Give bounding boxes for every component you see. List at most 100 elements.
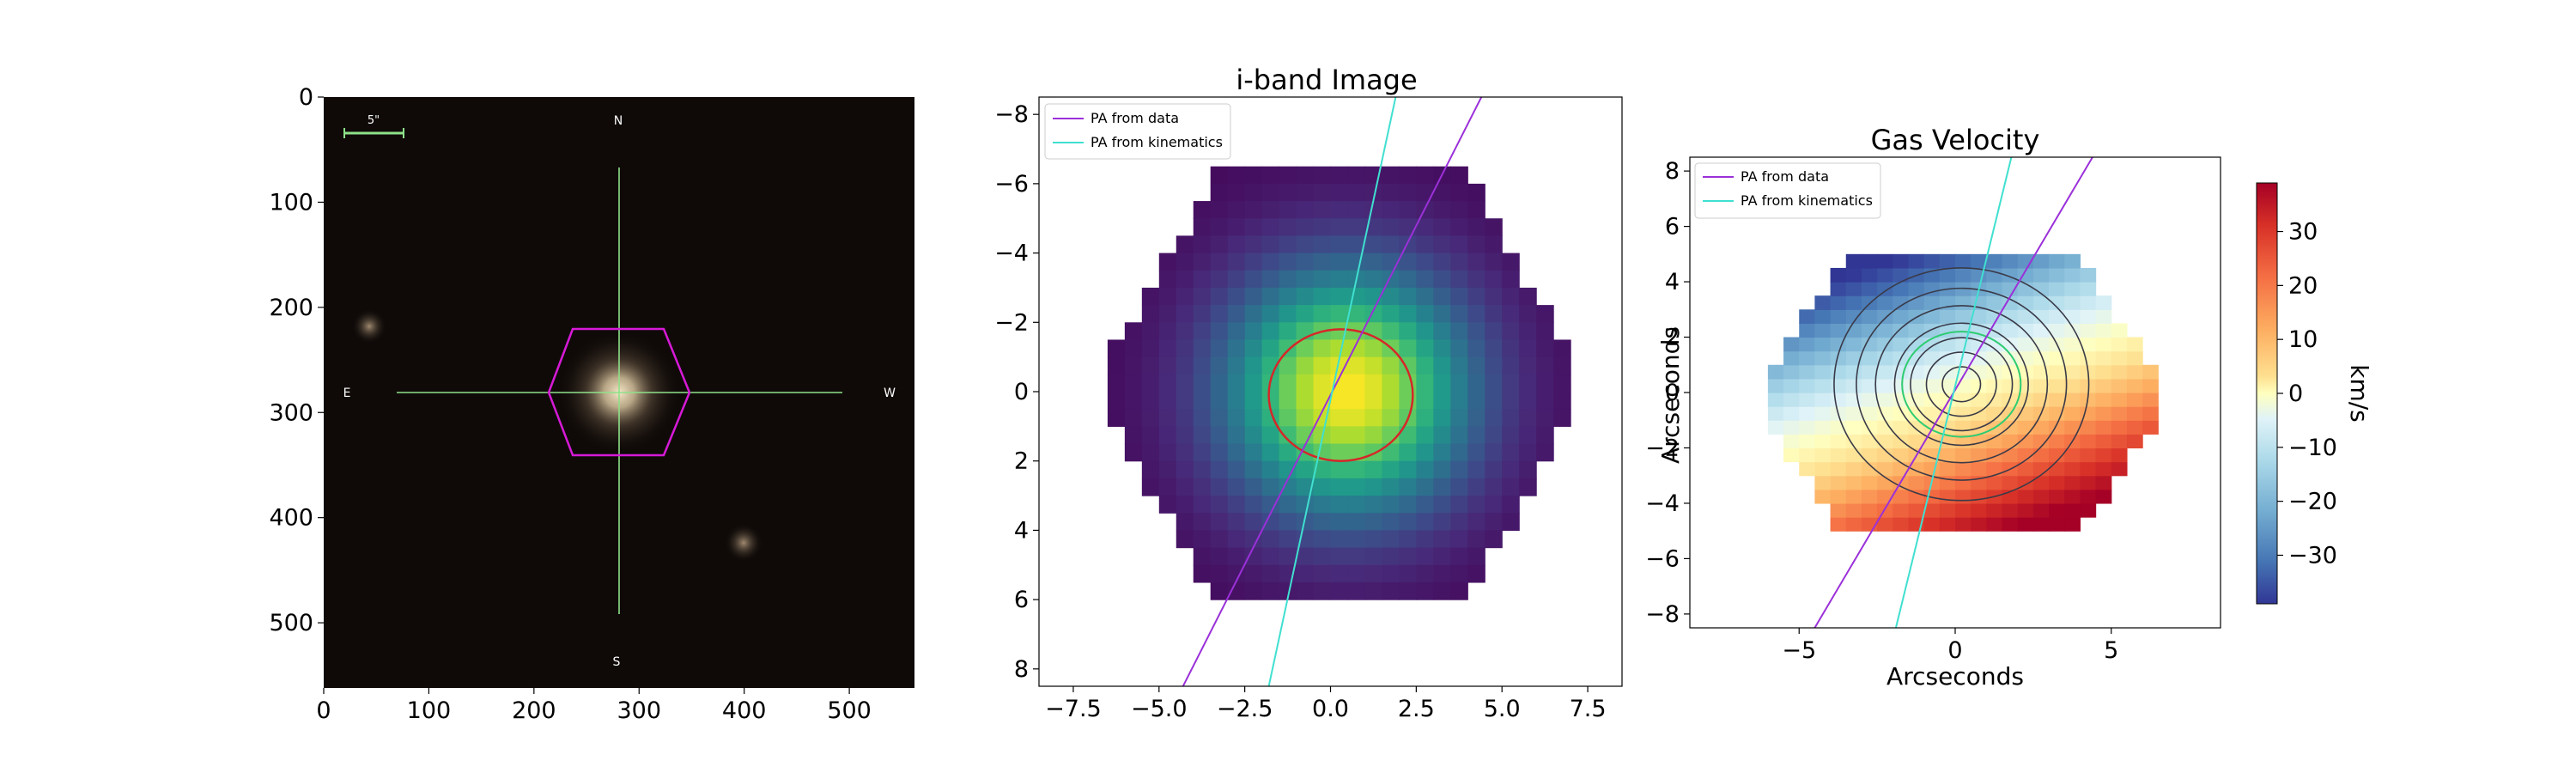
gasvel-pixel [2017, 323, 2034, 338]
iband-pixel [1193, 287, 1212, 306]
iband-pixel [1467, 356, 1485, 375]
iband-pixel [1141, 443, 1160, 462]
iband-pixel [1296, 287, 1315, 306]
iband-pixel [1193, 496, 1212, 514]
gasvel-pixel [1971, 364, 1987, 380]
y-tick-label: 400 [269, 505, 313, 532]
sdss-axes: 0 100 200 300 400 500 0 100 200 300 400 500 [269, 84, 871, 724]
iband-pixel [1227, 218, 1246, 237]
gasvel-pixel [2017, 309, 2034, 325]
gasvel-pixel [1799, 309, 1816, 325]
gasvel-pixel [1877, 253, 1893, 269]
iband-pixel [1227, 253, 1246, 271]
iband-pixel [1261, 443, 1280, 462]
iband-pixel [1330, 201, 1349, 219]
gasvel-pixel [2064, 447, 2081, 463]
gasvel-title: Gas Velocity [1871, 124, 2040, 156]
iband-pixel [1450, 270, 1468, 289]
iband-pixel [1485, 374, 1503, 393]
iband-pixel [1158, 443, 1177, 462]
iband-pixel [1330, 564, 1349, 583]
gasvel-pixel [1845, 378, 1862, 393]
iband-pixel [1261, 547, 1280, 566]
iband-pixel [1450, 478, 1468, 496]
iband-pixel [1536, 426, 1554, 445]
iband-pixel [1485, 322, 1503, 341]
iband-pixel [1210, 530, 1229, 549]
gasvel-pixel [1799, 393, 1816, 407]
gasvel-pixel [2111, 364, 2128, 380]
compass-south: S [613, 655, 621, 669]
gasvel-pixel [1783, 447, 1800, 463]
iband-pixel [1519, 374, 1537, 393]
gasvel-pixel [2032, 323, 2050, 338]
gasvel-pixel [1877, 378, 1893, 393]
gasvel-pixel [2064, 420, 2081, 435]
iband-pixel [1502, 513, 1520, 532]
gasvel-pixel [2049, 267, 2065, 283]
gasvel-pixel [2126, 337, 2143, 352]
iband-pixel [1536, 339, 1554, 358]
iband-pixel [1364, 270, 1383, 289]
gasvel-pixel [1893, 393, 1910, 407]
gasvel-pixel [1939, 461, 1956, 477]
y-tick-label: 0 [1014, 379, 1029, 405]
iband-pixel [1416, 564, 1434, 583]
iband-pixel [1502, 305, 1520, 323]
y-tick-label: 6 [1014, 587, 1029, 613]
iband-pixel [1416, 183, 1434, 202]
iband-pixel [1210, 496, 1229, 514]
gasvel-pixel [1908, 378, 1925, 393]
gasvel-pixel [1923, 378, 1941, 393]
iband-pixel [1279, 253, 1297, 271]
iband-pixel [1176, 496, 1194, 514]
gasvel-pixel [2142, 364, 2159, 380]
colorbar-tick-label: 30 [2288, 219, 2318, 246]
iband-pixel [1244, 201, 1263, 219]
gasvel-pixel [1845, 475, 1862, 490]
iband-pixel [1467, 392, 1485, 410]
iband-pixel [1176, 339, 1194, 358]
gasvel-pixel [1861, 364, 1878, 380]
colorbar-tick-label: 0 [2288, 380, 2303, 407]
gasvel-pixel [1845, 461, 1862, 477]
gasvel-pixel [1861, 309, 1878, 325]
iband-pixel [1536, 356, 1554, 375]
gasvel-pixel [2126, 406, 2143, 421]
gasvel-pixel [2049, 475, 2065, 490]
iband-pixel [1416, 530, 1434, 549]
iband-pixel [1364, 426, 1383, 445]
gasvel-pixel [1830, 461, 1847, 477]
iband-pixel [1364, 201, 1383, 219]
iband-pixel [1416, 253, 1434, 271]
iband-pixel [1399, 287, 1417, 306]
iband-pixel [1176, 392, 1194, 410]
iband-pixel [1364, 356, 1383, 375]
gasvel-pixel [1923, 406, 1941, 421]
gasvel-pixel [1986, 517, 2003, 532]
iband-pixel [1519, 392, 1537, 410]
iband-pixel [1279, 426, 1297, 445]
iband-pixel [1193, 322, 1212, 341]
gasvel-pixel [1923, 502, 1941, 518]
iband-pixel [1364, 409, 1383, 427]
gasvel-pixel [1814, 393, 1832, 407]
iband-pixel [1450, 305, 1468, 323]
iband-pixel [1261, 235, 1280, 254]
iband-pixel [1279, 496, 1297, 514]
iband-pixel [1210, 547, 1229, 566]
gasvel-pixel [1830, 517, 1847, 532]
gasvel-pixel [2126, 420, 2143, 435]
gasvel-pixel [2111, 434, 2128, 449]
iband-pixel [1347, 426, 1366, 445]
iband-pixel [1399, 547, 1417, 566]
gasvel-pixel [1861, 378, 1878, 393]
iband-pixel [1176, 287, 1194, 306]
iband-pixel [1433, 496, 1451, 514]
gasvel-pixel [1893, 323, 1910, 338]
y-tick-label: 300 [269, 399, 313, 426]
iband-pixel [1502, 496, 1520, 514]
iband-pixel [1330, 426, 1349, 445]
iband-pixel [1124, 426, 1143, 445]
iband-pixel [1279, 478, 1297, 496]
